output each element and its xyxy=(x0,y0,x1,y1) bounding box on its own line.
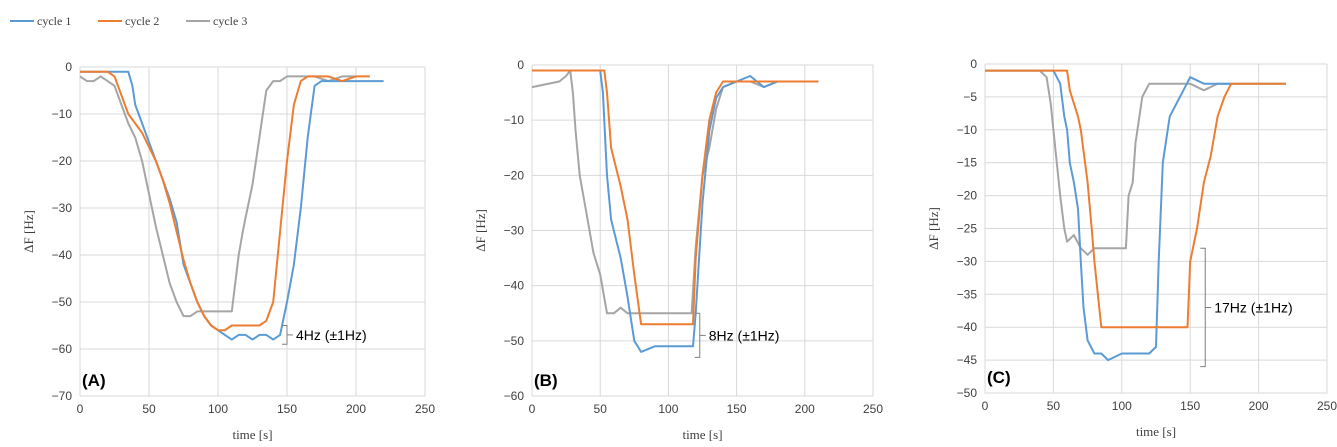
panel-c-ytick-label: −10 xyxy=(957,123,978,137)
panel-c-ytick-label: −30 xyxy=(957,254,978,268)
panel-c-ytick-label: −5 xyxy=(963,90,977,104)
panel-b-ytick-label: −50 xyxy=(504,334,525,348)
panel-b: 0 −10 −20 −30 −40 −50 −60 0 50 100 150 200 250 time [… xyxy=(473,58,883,442)
panel-b-ytick-label: −60 xyxy=(504,389,525,403)
panel-c-label: (C) xyxy=(987,368,1011,387)
panel-a-xtick-label: 150 xyxy=(277,402,297,416)
legend-label-cycle-1: cycle 1 xyxy=(37,14,71,28)
panel-a-ytick-label: −20 xyxy=(52,154,73,168)
panel-c-ytick-label: −20 xyxy=(957,189,978,203)
panel-c-series-cycle-3 xyxy=(985,69,1232,256)
panel-c-ytick-label: −40 xyxy=(957,320,978,334)
panel-c-ytick-label: 0 xyxy=(970,57,977,71)
panel-c-xtick-label: 200 xyxy=(1249,399,1269,413)
panel-a-xtick-label: 200 xyxy=(346,402,366,416)
panel-a-ytick-label: −30 xyxy=(52,201,73,215)
panel-c-xtick-label: 150 xyxy=(1180,399,1200,413)
panel-c: 0 −5 −10 −15 −20 −25 −30 −35 −40 −45 −50 0 50 100 150 2… xyxy=(926,57,1337,439)
panel-b-xtick-label: 0 xyxy=(529,402,536,416)
panel-c-ytick-label: −25 xyxy=(957,222,978,236)
panel-a-x-axis-title: time [s] xyxy=(232,427,272,442)
panel-c-series-cycle-1 xyxy=(985,69,1286,362)
panel-b-series-cycle-2 xyxy=(532,69,819,326)
panel-c-annotation-text: 17Hz (±1Hz) xyxy=(1214,299,1292,315)
panel-a-annotation-bracket xyxy=(282,325,293,345)
panel-a-ytick-label: −10 xyxy=(52,107,73,121)
panel-a-label: (A) xyxy=(82,371,106,390)
panel-b-ytick-label: −40 xyxy=(504,279,525,293)
panel-c-series-cycle-2 xyxy=(985,69,1286,329)
panel-a-ytick-label: 0 xyxy=(65,60,72,74)
panel-a-series-cycle-3 xyxy=(79,75,356,318)
panel-c-y-axis-title: ΔF [Hz] xyxy=(926,207,941,250)
legend: cycle 1 cycle 2 cycle 3 xyxy=(10,14,247,28)
panel-a-xtick-label: 50 xyxy=(142,402,156,416)
panel-c-xtick-label: 50 xyxy=(1047,399,1061,413)
panel-b-xtick-label: 200 xyxy=(795,402,815,416)
panel-b-ytick-label: −20 xyxy=(504,168,525,182)
panel-b-annotation-text: 8Hz (±1Hz) xyxy=(709,327,780,343)
panel-c-ytick-label: −50 xyxy=(957,386,978,400)
panel-c-ytick-label: −35 xyxy=(957,287,978,301)
panel-b-annotation-bracket xyxy=(694,312,706,358)
panel-b-ytick-label: −10 xyxy=(504,113,525,127)
panel-b-xtick-label: 250 xyxy=(863,402,883,416)
panel-a-xtick-label: 250 xyxy=(415,402,435,416)
panel-b-ytick-label: −30 xyxy=(504,224,525,238)
panel-c-ytick-label: −45 xyxy=(957,353,978,367)
legend-label-cycle-3: cycle 3 xyxy=(213,14,247,28)
panel-a-ytick-label: −40 xyxy=(52,248,73,262)
panel-b-xtick-label: 150 xyxy=(727,402,747,416)
panel-c-annotation-bracket xyxy=(1200,247,1212,368)
panel-a-annotation-text: 4Hz (±1Hz) xyxy=(296,327,367,343)
panel-c-ytick-label: −15 xyxy=(957,156,978,170)
panel-c-xtick-label: 250 xyxy=(1317,399,1337,413)
legend-label-cycle-2: cycle 2 xyxy=(125,14,159,28)
panel-b-x-axis-title: time [s] xyxy=(682,427,722,442)
panel-b-y-axis-title: ΔF [Hz] xyxy=(473,209,488,252)
panel-c-xtick-label: 0 xyxy=(982,399,989,413)
panel-a-ytick-label: −60 xyxy=(52,342,73,356)
panel-a-ytick-label: −70 xyxy=(52,389,73,403)
panel-b-xtick-label: 100 xyxy=(658,402,678,416)
panel-a-ytick-label: −50 xyxy=(52,295,73,309)
panel-b-xtick-label: 50 xyxy=(594,402,608,416)
panel-c-x-axis-title: time [s] xyxy=(1136,424,1176,439)
panel-a-series-cycle-2 xyxy=(80,70,370,332)
panel-a-y-axis-title: ΔF [Hz] xyxy=(21,210,36,253)
panel-b-ytick-label: 0 xyxy=(517,58,524,72)
panel-a-xtick-label: 100 xyxy=(208,402,228,416)
panel-b-label: (B) xyxy=(534,371,558,390)
panel-c-xtick-label: 100 xyxy=(1112,399,1132,413)
panel-b-series-cycle-1 xyxy=(532,69,819,353)
panel-a-series-cycle-1 xyxy=(80,70,384,341)
panel-a: 0 −10 −20 −30 −40 −50 −60 −70 0 50 100 150 200 250 tim… xyxy=(21,60,435,442)
panel-a-xtick-label: 0 xyxy=(77,402,84,416)
